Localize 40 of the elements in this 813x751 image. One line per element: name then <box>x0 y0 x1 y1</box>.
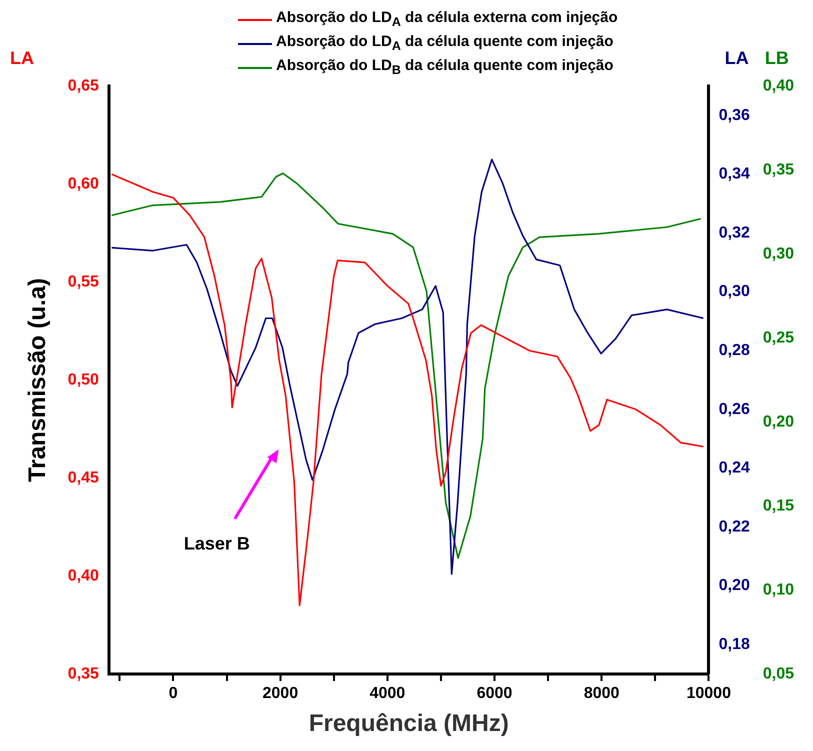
x-tick-label: 0 <box>168 685 178 702</box>
x-axis-title: Frequência (MHz) <box>308 710 509 738</box>
x-tick-label: 10000 <box>686 685 732 702</box>
y3-tick-label: 0,05 <box>762 665 794 682</box>
y-tick-label: 0,35 <box>68 665 100 682</box>
y3-tick-label: 0,15 <box>762 497 794 514</box>
x-tick-label: 6000 <box>476 685 512 702</box>
y-tick-label: 0,65 <box>68 77 100 94</box>
legend-label: Absorção do LD$_{B}$ da célula quente com injeção <box>276 56 614 79</box>
y-tick-label: 0,55 <box>68 273 100 290</box>
annotation: Laser B <box>184 534 250 554</box>
y-tick-label: 0,45 <box>68 469 100 486</box>
y2-tick-label: 0,24 <box>718 460 750 477</box>
y2-tick-label: 0,32 <box>718 224 750 242</box>
y2-axis-title: LA <box>724 48 749 68</box>
y2-tick-label: 0,28 <box>718 342 750 360</box>
y3-tick-label: 0,30 <box>762 245 794 262</box>
y2-tick-label: 0,34 <box>718 166 750 183</box>
y3-tick-label: 0,40 <box>762 77 794 94</box>
y2-tick-label: 0,18 <box>718 636 750 654</box>
legend-label: Absorção do LD$_{A}$ da célula quente com injeção <box>276 32 614 55</box>
y3-tick-label: 0,20 <box>762 413 794 430</box>
y2-tick-label: 0,20 <box>718 577 750 594</box>
y3-tick-label: 0,35 <box>762 161 794 178</box>
y2-tick-label: 0,22 <box>718 518 750 536</box>
x-tick-label: 4000 <box>370 685 406 702</box>
y3-tick-label: 0,25 <box>762 329 794 346</box>
x-tick-label: 8000 <box>584 685 620 702</box>
text: LA <box>10 48 34 68</box>
legend-label: Absorção do LD$_{A}$ da célula externa com injeção <box>276 8 618 31</box>
y3-axis-title: LB <box>764 48 789 68</box>
y-tick-label: 0,50 <box>68 371 100 388</box>
y-tick-label: 0,60 <box>68 175 100 192</box>
y3-tick-label: 0,10 <box>762 581 794 598</box>
y-axis-title: Transmissão (u.a) <box>24 278 52 482</box>
x-tick-label: 2000 <box>262 685 298 702</box>
y2-tick-label: 0,30 <box>718 283 750 300</box>
y-tick-label: 0,40 <box>68 567 100 584</box>
y2-tick-label: 0,36 <box>718 106 750 124</box>
y2-tick-label: 0,26 <box>718 400 750 418</box>
